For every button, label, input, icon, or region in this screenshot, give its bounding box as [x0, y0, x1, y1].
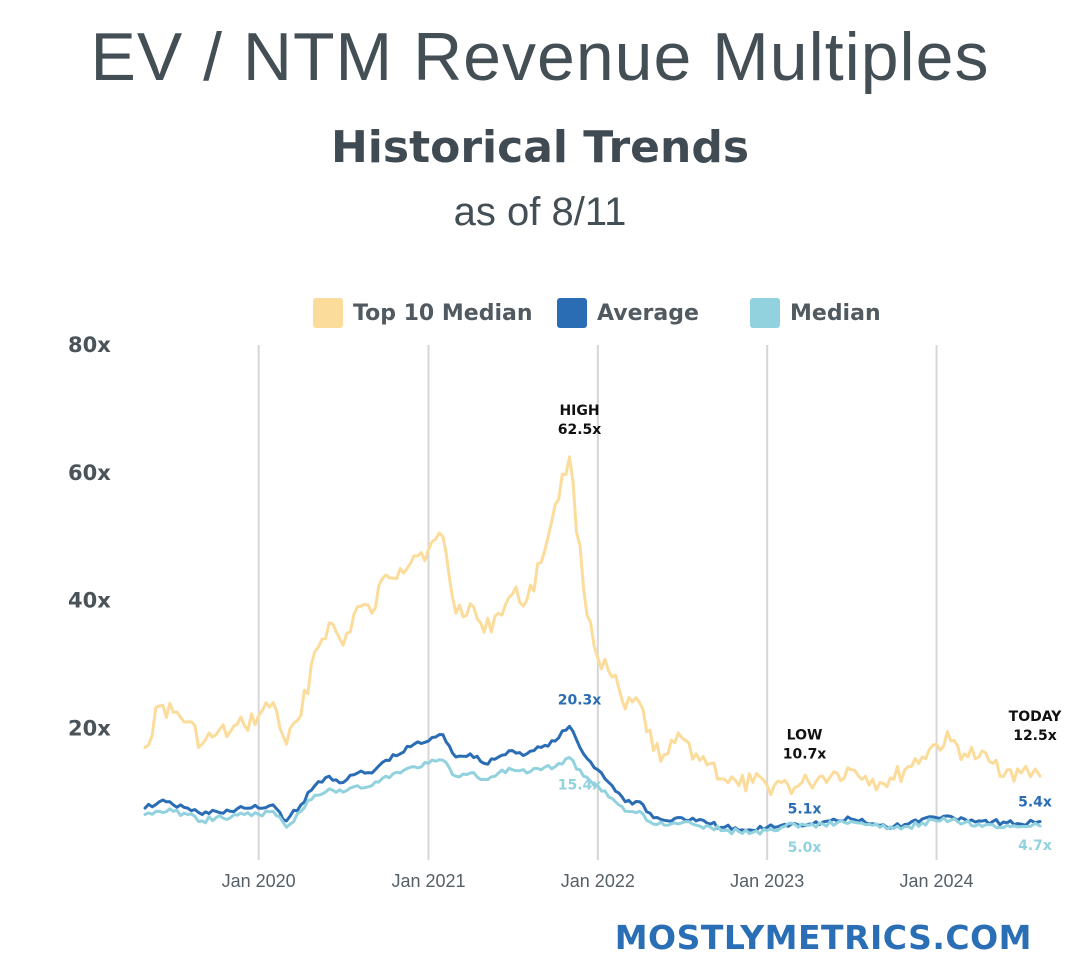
line-chart: Jan 2020 Jan 2021 Jan 2022 Jan 2023 Jan 2024…	[68, 333, 1063, 891]
annotation-low: LOW 10.7x	[783, 728, 827, 763]
annotation-high-line-0: HIGH	[559, 403, 599, 419]
y-tick-label-2: 60x	[68, 461, 111, 485]
annotation-median-high-line-0: 15.4x	[558, 778, 602, 794]
annotation-high: HIGH 62.5x	[558, 403, 602, 438]
legend-item-median: Median	[750, 296, 881, 330]
annotation-low-line-1: 10.7x	[783, 747, 827, 763]
annotation-high-line-1: 62.5x	[558, 422, 602, 438]
chart-legend: Top 10 Median Average Median	[0, 296, 1080, 330]
legend-swatch-average	[557, 298, 587, 328]
legend-label-median: Median	[790, 300, 881, 326]
annotation-avg-high-line-0: 20.3x	[558, 692, 602, 708]
legend-swatch-median	[750, 298, 780, 328]
x-tick-label-2: Jan 2022	[561, 871, 635, 891]
y-tick-label-1: 40x	[68, 589, 111, 613]
annotation-median-today: 4.7x	[1018, 838, 1052, 854]
chart-subtitle: Historical Trends	[330, 122, 750, 173]
annotation-avg-today-line-0: 5.4x	[1018, 795, 1052, 811]
annotation-avg-high: 20.3x	[558, 692, 602, 708]
annotation-median-high: 15.4x	[558, 778, 602, 794]
legend-label-average: Average	[597, 300, 699, 326]
annotation-avg-low: 5.1x	[788, 801, 822, 817]
x-tick-label-1: Jan 2021	[391, 871, 465, 891]
as-of-date: as of 8/11	[453, 190, 627, 234]
x-tick-label-3: Jan 2023	[730, 871, 804, 891]
legend-item-average: Average	[557, 296, 699, 330]
annotation-avg-today: 5.4x	[1018, 795, 1052, 811]
legend-swatch-top10	[313, 298, 343, 328]
annotation-median-low: 5.0x	[788, 840, 822, 856]
annotation-today: TODAY 12.5x	[1009, 709, 1063, 744]
annotation-low-line-0: LOW	[787, 728, 823, 744]
y-tick-label-3: 80x	[68, 333, 111, 357]
annotation-median-today-line-0: 4.7x	[1018, 838, 1052, 854]
x-tick-label-0: Jan 2020	[222, 871, 296, 891]
x-tick-label-4: Jan 2024	[899, 871, 973, 891]
legend-label-top10: Top 10 Median	[353, 300, 533, 326]
annotation-median-low-line-0: 5.0x	[788, 840, 822, 856]
series-line-median	[143, 756, 1042, 836]
series-line-top-10-median	[143, 455, 1042, 797]
annotation-avg-low-line-0: 5.1x	[788, 801, 822, 817]
y-tick-label-0: 20x	[68, 716, 111, 740]
page-title: EV / NTM Revenue Multiples	[90, 19, 990, 95]
annotation-today-line-0: TODAY	[1009, 709, 1063, 725]
legend-item-top10: Top 10 Median	[313, 296, 533, 330]
brand-logo: MOSTLYMETRICS.COM	[614, 918, 1032, 957]
annotation-today-line-1: 12.5x	[1013, 728, 1057, 744]
